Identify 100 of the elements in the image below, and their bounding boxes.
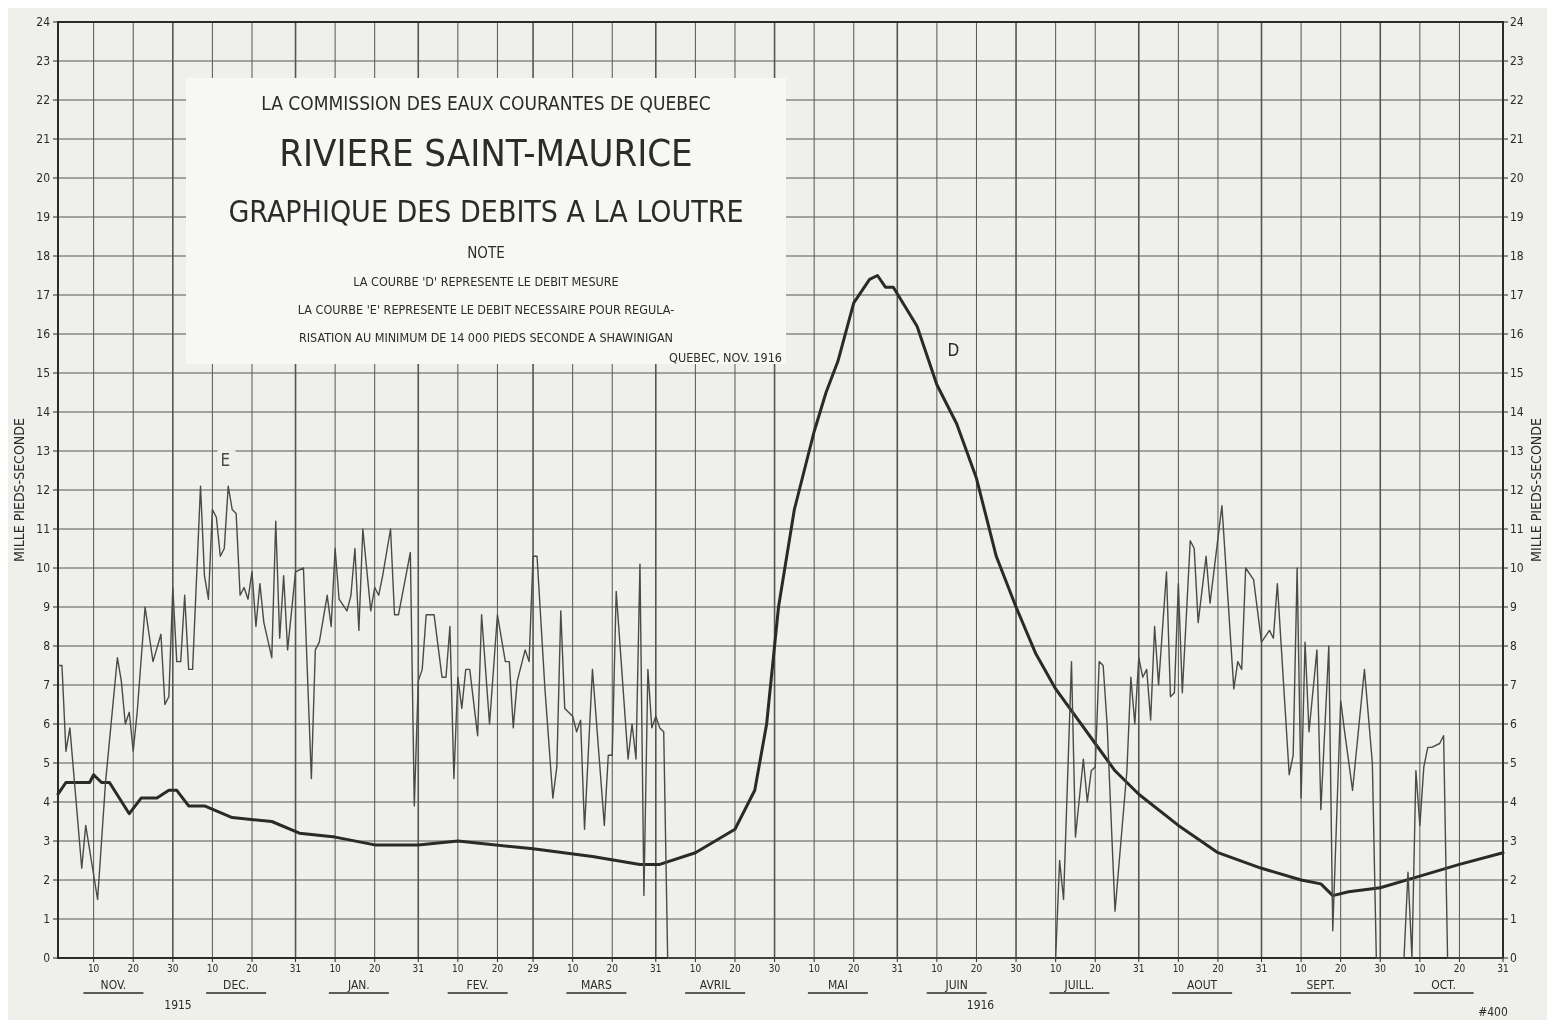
annotation: LA COURBE 'D' REPRESENTE LE DEBIT MESURE [353,274,619,289]
x-tick-label: 10 [808,963,821,974]
x-tick-label: 10 [452,963,464,974]
x-tick-label: 10 [329,963,342,974]
y-tick-label: 1 [43,912,50,927]
y2-tick-label: 20 [1510,171,1524,186]
x-tick-label: 20 [606,963,619,974]
y2-tick-label: 23 [1510,54,1524,69]
y2-tick-label: 1 [1510,912,1517,927]
y2-tick-label: 11 [1510,522,1524,537]
x-tick-label: 10 [566,963,579,974]
x2-tick-label: MAI [827,978,848,992]
x-tick-label: 31 [1133,963,1145,974]
x-tick-label: 20 [368,963,381,974]
x-tick-label: 20 [848,963,860,974]
y2-tick-label: 16 [1510,327,1524,342]
x2-tick-label: MARS [580,978,613,992]
y-tick-label: 17 [36,288,50,303]
y2-tick-label: 14 [1510,405,1524,420]
x-tick-label: 30 [1010,963,1023,974]
x2-tick-label: FEV. [466,978,489,992]
series-label: D [947,339,960,360]
y2-tick-label: 21 [1510,132,1524,147]
y2-tick-label: 24 [1510,15,1524,30]
y-tick-label: 0 [43,951,51,966]
text: #400 [1478,1005,1508,1019]
x-tick-label: 20 [1334,963,1347,974]
y-tick-label: 22 [36,93,50,108]
y2-tick-label: 10 [1510,561,1524,576]
x-tick-label: 31 [891,963,904,974]
x-tick-label: 20 [729,963,741,974]
x-tick-label: 10 [1172,963,1185,974]
x-tick-label: 10 [206,963,219,974]
x-tick-label: 31 [650,963,662,974]
text: 1915 [164,998,192,1012]
y2-tick-label: 0 [1510,951,1517,966]
y2-tick-label: 5 [1510,756,1517,771]
y-tick-label: 13 [36,444,50,459]
y-tick-label: 7 [43,678,50,693]
y2-tick-label: 22 [1510,93,1524,108]
x-tick-label: 10 [1049,963,1062,974]
x-tick-label: 31 [412,963,424,974]
x2-tick-label: OCT. [1431,978,1456,992]
x-tick-label: 10 [1295,963,1308,974]
x-tick-label: 10 [931,963,943,974]
series-label: E [220,450,231,471]
x-tick-label: 31 [289,963,302,974]
x-tick-label: 10 [689,963,702,974]
x2-tick-label: AVRIL [699,978,731,992]
y-tick-label: 3 [43,834,50,849]
x-tick-label: 20 [1089,963,1102,974]
y2-tick-label: 19 [1510,210,1524,225]
y2-tick-label: 7 [1510,678,1517,693]
y2-tick-label: 6 [1510,717,1517,732]
y-axis-title: MILLE PIEDS-SECONDE [11,418,27,562]
x-tick-label: 31 [1255,963,1268,974]
y-tick-label: 14 [36,405,51,420]
y-tick-label: 19 [36,210,51,225]
y-tick-label: 5 [43,756,50,771]
text: RIVIERE SAINT-MAURICE [279,131,693,175]
y2-tick-label: 15 [1510,366,1524,381]
y2-tick-label: 18 [1510,249,1524,264]
x-tick-label: 10 [87,963,100,974]
y-tick-label: 21 [36,132,50,147]
y-tick-label: 4 [43,795,51,810]
y2-tick-label: 9 [1510,600,1517,615]
x-tick-label: 29 [527,963,540,974]
y-tick-label: 15 [36,366,50,381]
y-tick-label: 18 [36,249,51,264]
annotation: LA COURBE 'E' REPRESENTE LE DEBIT NECESSAIRE POUR REGULA- [297,302,675,317]
y2-tick-label: 4 [1510,795,1517,810]
annotation: GRAPHIQUE DES DEBITS A LA LOUTRE [228,194,744,229]
y-tick-label: 11 [36,522,50,537]
x-tick-label: 20 [491,963,504,974]
x-tick-label: 20 [246,963,258,974]
y2-tick-label: 2 [1510,873,1517,888]
x2-tick-label: NOV. [100,978,127,992]
x-tick-label: 20 [970,963,983,974]
y-tick-label: 23 [36,54,50,69]
y2-tick-label: 8 [1510,639,1517,654]
x-tick-label: 30 [768,963,781,974]
y-tick-label: 20 [36,171,51,186]
x-tick-label: 20 [127,963,140,974]
x2-tick-label: JUILL. [1063,978,1095,992]
y-tick-label: 6 [43,717,51,732]
x-tick-label: 20 [1212,963,1224,974]
y-tick-label: 10 [36,561,51,576]
text: LA COMMISSION DES EAUX COURANTES DE QUEBEC [261,92,711,114]
y-tick-label: 9 [43,600,51,615]
x2-tick-label: SEPT. [1306,978,1336,992]
x-tick-label: 10 [1414,963,1426,974]
annotation: QUEBEC, NOV. 1916 [669,350,782,365]
y2-tick-label: 3 [1510,834,1517,849]
x-tick-label: 30 [1374,963,1387,974]
x2-tick-label: DEC. [223,978,250,992]
x-tick-label: 30 [167,963,179,974]
x2-tick-label: JAN. [346,978,370,992]
x2-tick-label: AOUT [1187,978,1218,992]
y-tick-label: 8 [43,639,51,654]
y2-tick-label: 17 [1510,288,1524,303]
